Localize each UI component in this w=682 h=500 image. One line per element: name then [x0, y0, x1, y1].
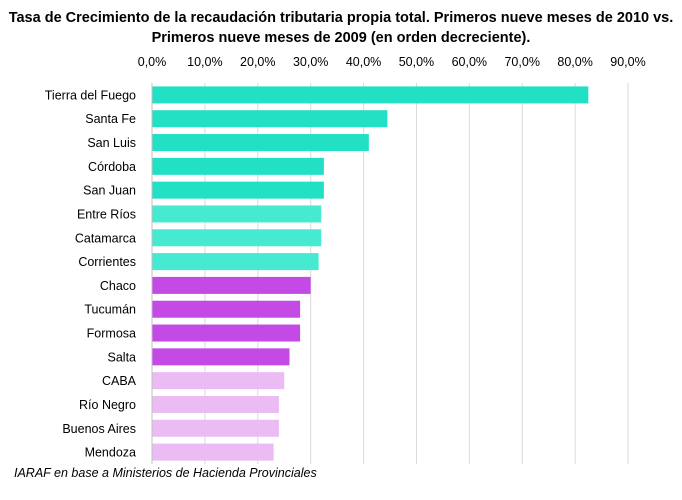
- chart-title: Tasa de Crecimiento de la recaudación tr…: [0, 8, 682, 48]
- bar: [152, 157, 324, 175]
- bar: [152, 395, 279, 413]
- bars: [152, 86, 589, 461]
- category-label: San Juan: [83, 184, 136, 198]
- x-axis-ticks: 0,0% 10,0% 20,0% 30,0% 40,0% 50,0% 60,0% 70,0% 8…: [138, 55, 646, 69]
- x-tick-label: 80,0%: [557, 55, 592, 69]
- x-tick-label: 60,0%: [452, 55, 487, 69]
- bar: [152, 419, 279, 437]
- x-tick-label: 0,0%: [138, 55, 167, 69]
- category-label: San Luis: [87, 136, 136, 150]
- bar: [152, 181, 324, 199]
- category-labels: Tierra del Fuego Santa Fe San Luis Córdoba S…: [45, 88, 137, 459]
- bar: [152, 205, 322, 223]
- bar: [152, 348, 290, 366]
- x-tick-label: 50,0%: [399, 55, 434, 69]
- x-tick-label: 10,0%: [187, 55, 222, 69]
- x-tick-label: 70,0%: [504, 55, 539, 69]
- bar: [152, 276, 311, 294]
- bar: [152, 229, 322, 247]
- category-label: Corrientes: [78, 255, 136, 269]
- category-label: CABA: [102, 374, 137, 388]
- bar: [152, 324, 301, 342]
- x-tick-label: 30,0%: [293, 55, 328, 69]
- bar: [152, 253, 319, 271]
- category-label: Río Negro: [79, 398, 136, 412]
- x-tick-label: 20,0%: [240, 55, 275, 69]
- category-label: Santa Fe: [85, 112, 136, 126]
- category-label: Mendoza: [85, 446, 136, 460]
- source-note: IARAF en base a Ministerios de Hacienda …: [14, 466, 317, 480]
- category-label: Chaco: [100, 279, 136, 293]
- bar: [152, 443, 274, 461]
- chart-title-line-1: Tasa de Crecimiento de la recaudación tr…: [8, 10, 674, 26]
- bar: [152, 86, 589, 104]
- x-tick-label: 40,0%: [346, 55, 381, 69]
- bar: [152, 372, 285, 390]
- category-label: Catamarca: [75, 231, 136, 245]
- category-label: Córdoba: [88, 160, 136, 174]
- bar: [152, 300, 301, 318]
- x-tick-label: 90,0%: [610, 55, 645, 69]
- category-label: Entre Ríos: [77, 207, 136, 221]
- category-label: Tierra del Fuego: [45, 88, 136, 102]
- category-label: Salta: [108, 350, 137, 364]
- category-label: Buenos Aires: [62, 422, 136, 436]
- category-label: Tucumán: [84, 303, 136, 317]
- bar: [152, 110, 388, 128]
- bar: [152, 134, 369, 152]
- category-label: Formosa: [87, 327, 136, 341]
- chart-title-line-2: Primeros nueve meses de 2009 (en orden d…: [151, 30, 531, 46]
